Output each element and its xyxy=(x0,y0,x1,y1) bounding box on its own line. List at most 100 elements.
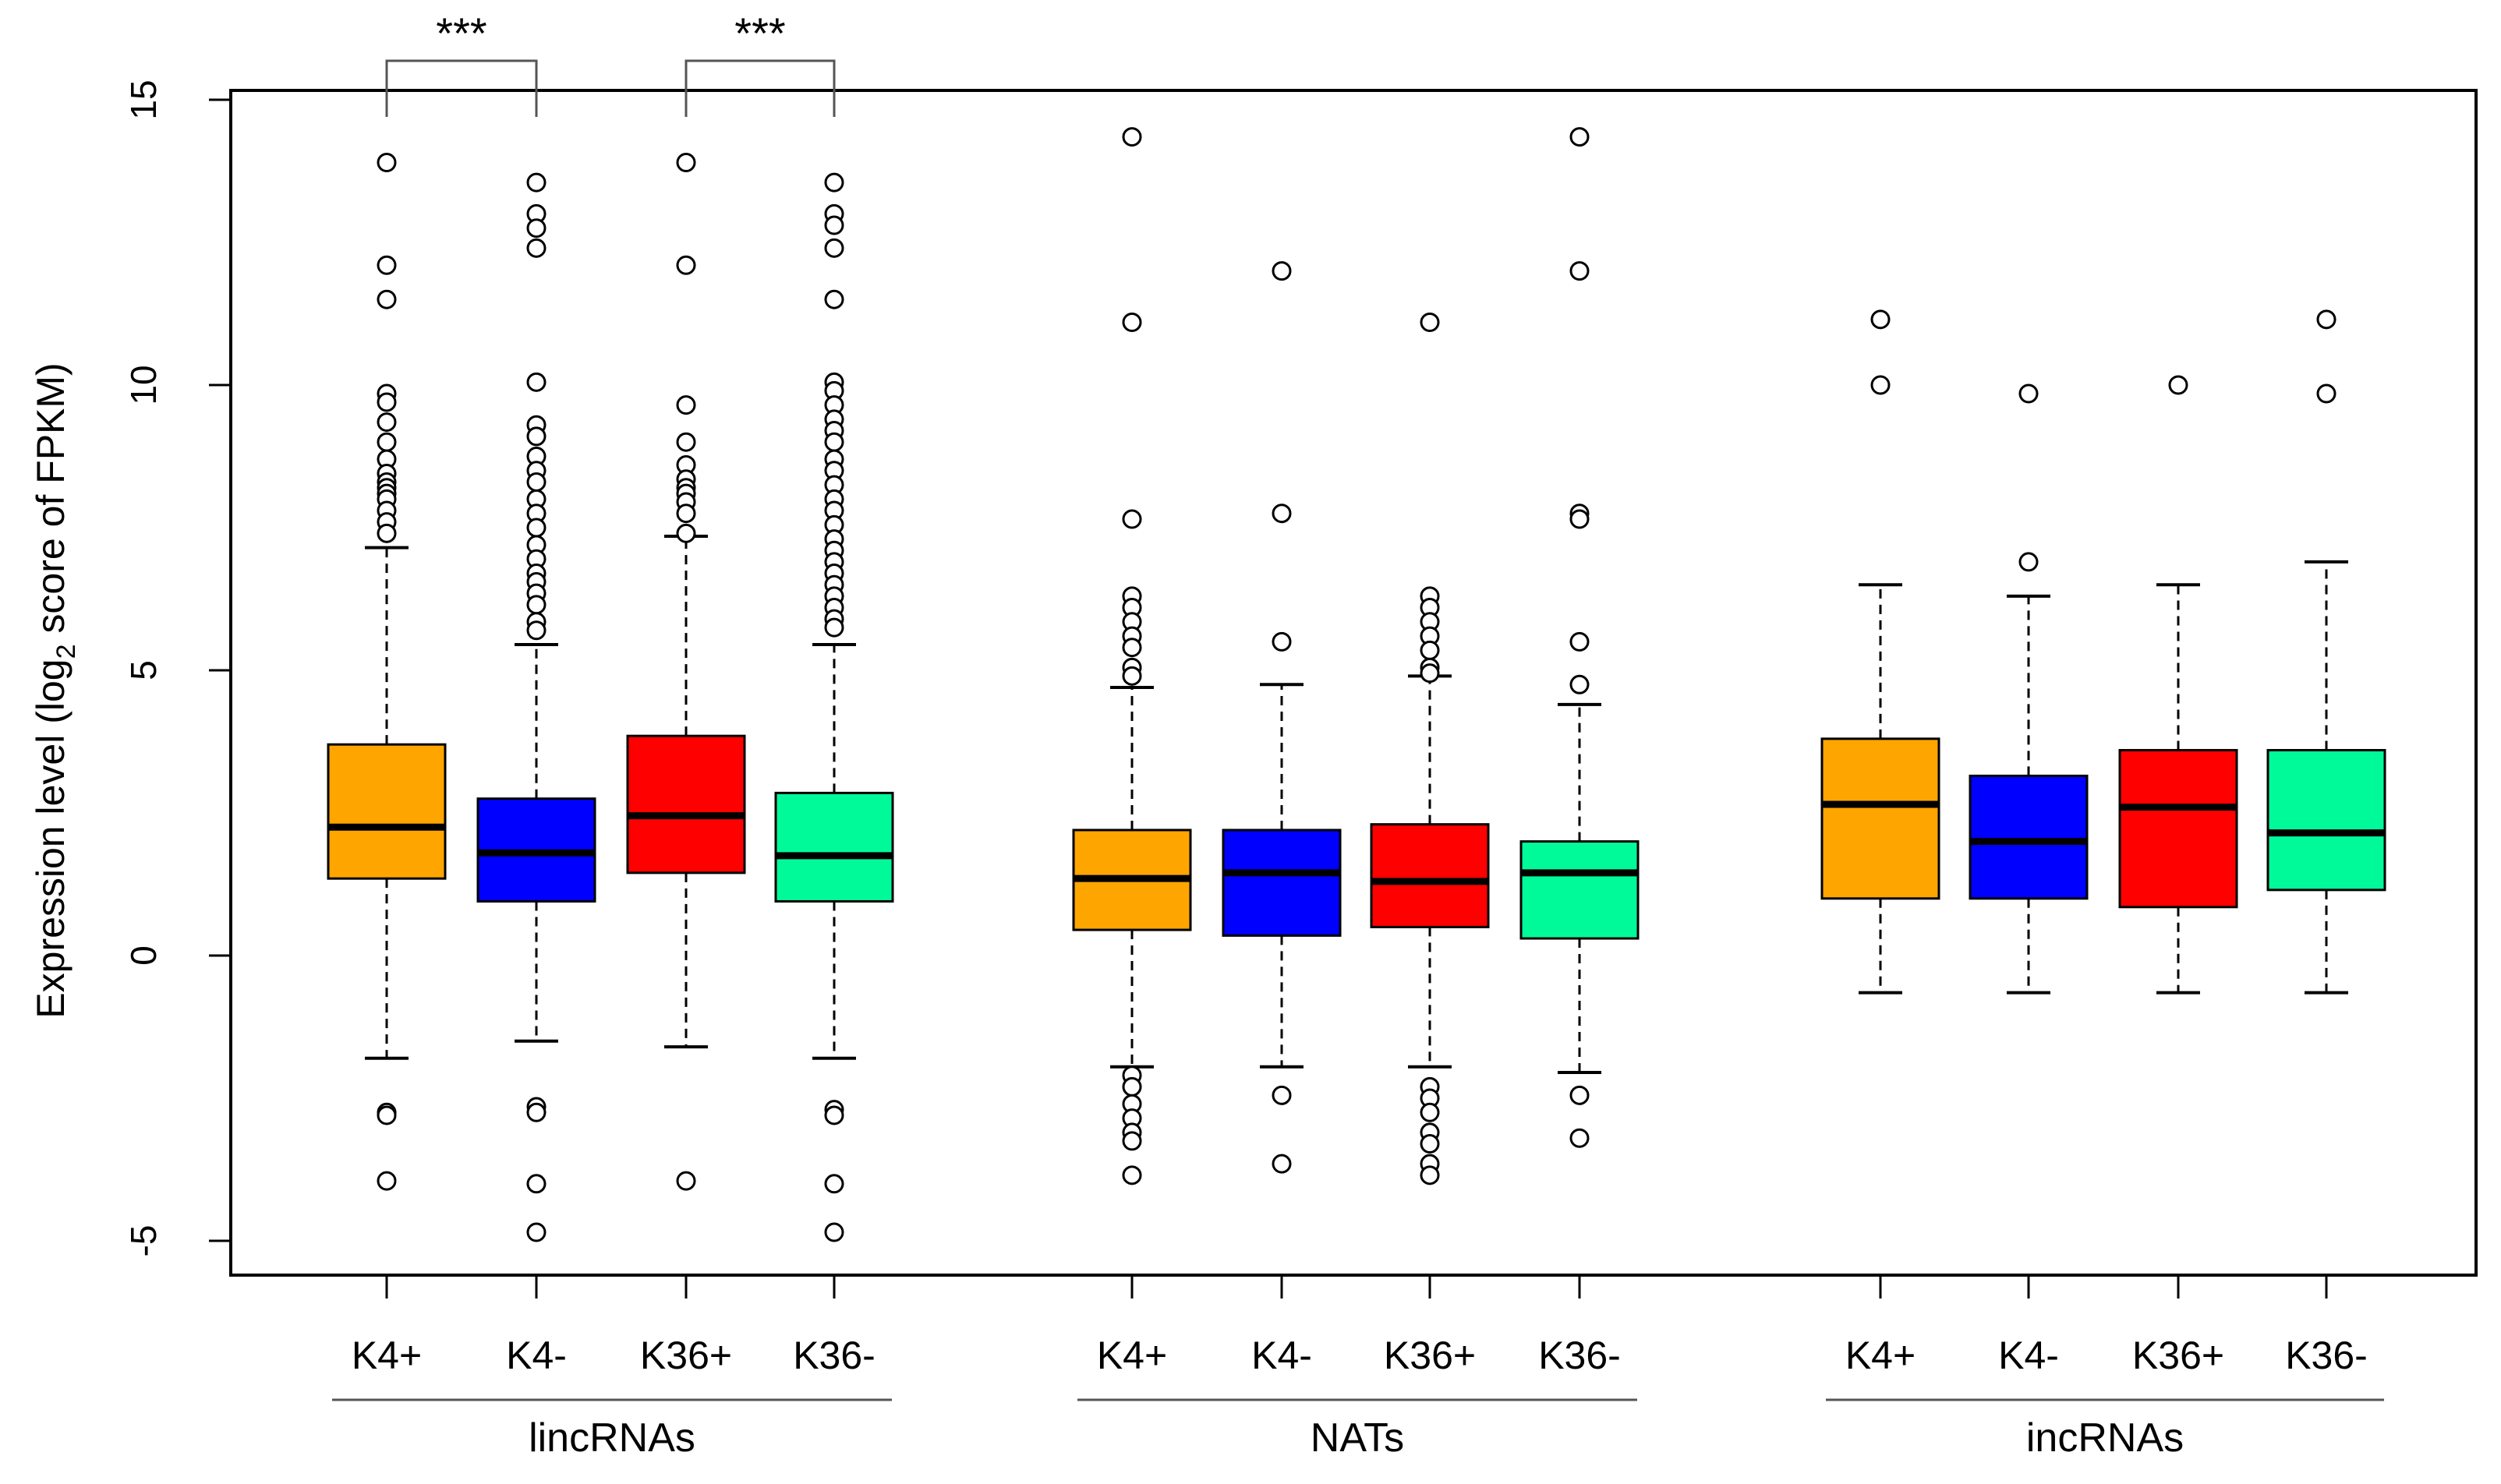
outlier-point xyxy=(377,412,397,433)
outlier-point xyxy=(676,432,696,452)
outlier-point xyxy=(824,1174,844,1194)
outlier-point xyxy=(526,1222,547,1242)
box-lincRNAs-K36+ xyxy=(626,153,746,1191)
iqr-box xyxy=(626,734,746,874)
outlier-point xyxy=(2018,552,2039,572)
box-incRNAs-K4+ xyxy=(1820,309,1940,995)
outlier-point xyxy=(824,289,844,309)
outlier-point xyxy=(1122,1076,1142,1097)
y-tick-label: 0 xyxy=(123,945,164,966)
outlier-point xyxy=(377,1105,397,1125)
box-incRNAs-K4- xyxy=(1969,383,2089,995)
box-incRNAs-K36+ xyxy=(2118,375,2238,995)
outlier-point xyxy=(526,426,547,447)
outlier-point xyxy=(2168,375,2188,395)
outlier-point xyxy=(526,1174,547,1194)
x-axis-labels: K4+ K4- K36+ K36- lincRNAs K4+ K4- K36+ K36- NATs… xyxy=(332,1275,2384,1461)
outlier-point xyxy=(1272,631,1292,652)
outlier-point xyxy=(526,172,547,193)
plot-frame xyxy=(229,89,2478,1277)
outlier-point xyxy=(1420,1102,1440,1122)
outlier-point xyxy=(526,1102,547,1122)
outlier-point xyxy=(526,472,547,492)
outlier-point xyxy=(377,1171,397,1191)
outlier-point xyxy=(824,1105,844,1125)
outlier-point xyxy=(1272,504,1292,524)
category-label: K4- xyxy=(1998,1334,2059,1377)
significance-stars: *** xyxy=(734,9,785,58)
group-label: NATs xyxy=(1311,1415,1404,1461)
outlier-point xyxy=(1870,309,1891,330)
box-NATs-K36+ xyxy=(1370,312,1490,1185)
iqr-box xyxy=(327,743,447,880)
iqr-box xyxy=(1969,774,2089,900)
significance-annotations: *** *** xyxy=(385,9,836,117)
outlier-point xyxy=(1122,666,1142,686)
outlier-point xyxy=(676,1171,696,1191)
box-lincRNAs-K4- xyxy=(476,172,596,1242)
outlier-point xyxy=(377,523,397,543)
outlier-point xyxy=(676,504,696,524)
box-lincRNAs-K36- xyxy=(774,172,894,1242)
outlier-point xyxy=(1122,312,1142,332)
category-label: K4+ xyxy=(1845,1334,1916,1377)
box-NATs-K4+ xyxy=(1072,127,1192,1185)
category-label: K4+ xyxy=(1097,1334,1167,1377)
outlier-point xyxy=(676,153,696,173)
iqr-box xyxy=(2118,748,2238,909)
outlier-point xyxy=(824,238,844,258)
y-tick-label: 5 xyxy=(123,660,164,680)
category-label: K36- xyxy=(1538,1334,1621,1377)
category-label: K4- xyxy=(506,1334,567,1377)
outlier-point xyxy=(824,172,844,193)
category-label: K4- xyxy=(1251,1334,1312,1377)
y-axis: -5 0 5 10 15 xyxy=(123,80,232,1257)
outlier-point xyxy=(1569,509,1590,529)
outlier-point xyxy=(676,255,696,275)
outlier-point xyxy=(526,238,547,258)
outlier-point xyxy=(1122,638,1142,658)
significance-stars: *** xyxy=(436,9,486,58)
y-axis-label-subscript: 2 xyxy=(51,644,81,659)
outlier-point xyxy=(2316,383,2337,404)
outlier-point xyxy=(526,595,547,615)
category-label: K36+ xyxy=(1384,1334,1476,1377)
outlier-point xyxy=(1122,127,1142,147)
y-tick-label: 15 xyxy=(123,80,164,119)
outlier-point xyxy=(1569,127,1590,147)
box-NATs-K4- xyxy=(1222,261,1342,1174)
outlier-point xyxy=(1420,1165,1440,1185)
outlier-point xyxy=(377,289,397,309)
group-lincRNAs xyxy=(327,153,894,1242)
y-tick-label: -5 xyxy=(123,1225,164,1257)
iqr-box xyxy=(1519,840,1640,940)
outlier-point xyxy=(377,153,397,173)
outlier-point xyxy=(526,620,547,641)
significance-bracket xyxy=(685,59,836,117)
outlier-point xyxy=(377,392,397,412)
outlier-point xyxy=(1569,1128,1590,1148)
y-axis-label: Expression level (log2 score of FPKM) xyxy=(29,362,81,1018)
outlier-point xyxy=(1272,1154,1292,1174)
outlier-point xyxy=(824,215,844,235)
box-lincRNAs-K4+ xyxy=(327,153,447,1191)
outlier-point xyxy=(377,432,397,452)
category-label: K4+ xyxy=(352,1334,422,1377)
outlier-point xyxy=(526,518,547,538)
outlier-point xyxy=(1420,1134,1440,1154)
outlier-point xyxy=(1420,312,1440,332)
group-label: incRNAs xyxy=(2026,1415,2184,1461)
iqr-box xyxy=(2266,748,2386,892)
outlier-point xyxy=(1569,674,1590,694)
outlier-point xyxy=(526,372,547,392)
outlier-point xyxy=(1569,631,1590,652)
outlier-point xyxy=(1420,663,1440,684)
outlier-point xyxy=(377,255,397,275)
category-label: K36+ xyxy=(640,1334,732,1377)
category-label: K36- xyxy=(2285,1334,2368,1377)
category-label: K36- xyxy=(793,1334,876,1377)
y-tick-label: 10 xyxy=(123,365,164,405)
outlier-point xyxy=(1420,640,1440,660)
box-incRNAs-K36- xyxy=(2266,309,2386,995)
